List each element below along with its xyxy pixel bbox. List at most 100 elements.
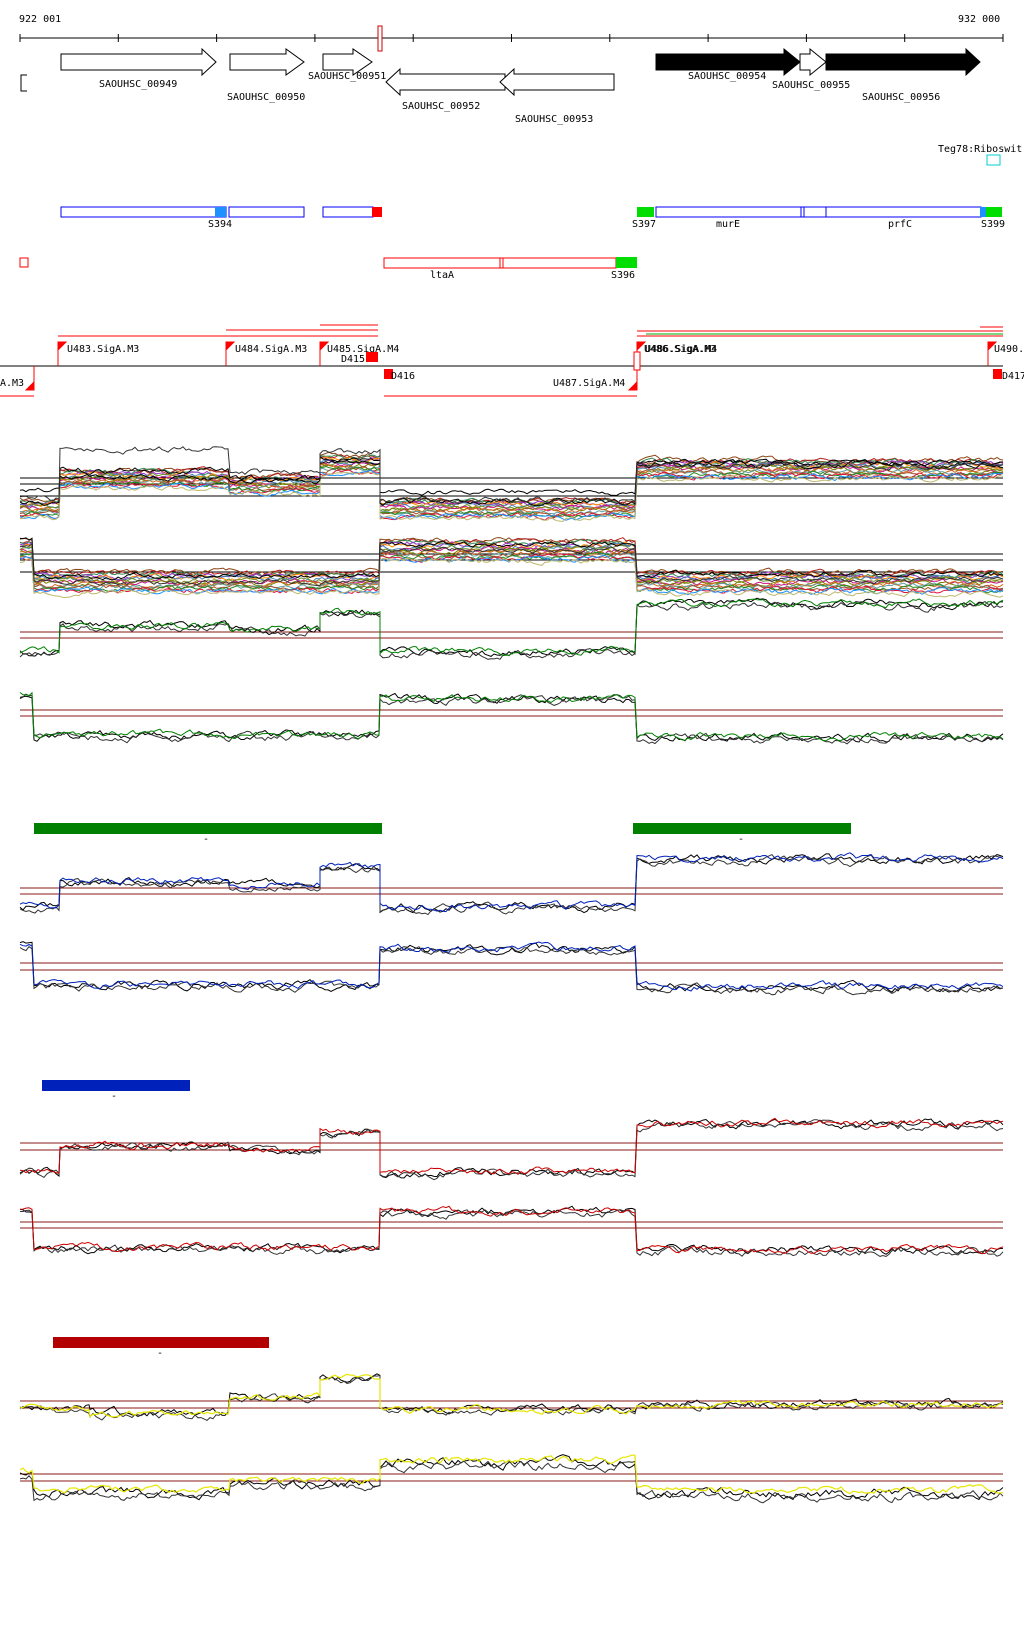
- expression-track-red-plus: [19, 1117, 1004, 1181]
- expression-trace: [19, 1117, 1004, 1175]
- expression-trace: [19, 1373, 1004, 1418]
- segment-plus-murE-prfC[interactable]: [655, 206, 982, 218]
- legend-tick-green-2: -: [738, 834, 744, 845]
- promoter-marker-u484[interactable]: [225, 341, 236, 366]
- gene-arrow-00955[interactable]: [799, 47, 827, 77]
- segment-label-ltaA: ltaA: [430, 270, 454, 281]
- expression-trace: [19, 549, 1004, 591]
- expression-track-yellow-minus: [19, 1454, 1004, 1504]
- terminator-marker-d417[interactable]: [993, 369, 1002, 379]
- expression-trace: [19, 557, 1004, 599]
- promoter-label-u485: U485.SigA.M4: [327, 344, 399, 355]
- segment-start-green-s399[interactable]: [986, 207, 1002, 217]
- expression-trace: [19, 941, 1004, 992]
- expression-trace: [19, 1205, 1004, 1254]
- promoter-label-u487: U487.SigA.M4: [553, 378, 625, 389]
- expression-track-green-plus: [19, 597, 1004, 660]
- expression-trace: [19, 551, 1004, 594]
- gene-label-00956: SAOUHSC_00956: [862, 92, 940, 103]
- expression-track-blue-minus: [19, 941, 1004, 996]
- ruler-end-label: 932 000: [958, 14, 1000, 25]
- gene-arrow-00956[interactable]: [825, 47, 981, 77]
- expression-track-multi-minus: [19, 537, 1004, 599]
- gene-label-00953: SAOUHSC_00953: [515, 114, 593, 125]
- expression-trace: [19, 1119, 1004, 1181]
- segment-start-green-s397[interactable]: [637, 207, 654, 217]
- segment-label-s399: S399: [981, 219, 1005, 230]
- segment-plus-2[interactable]: [228, 206, 305, 218]
- expression-trace: [19, 597, 1004, 657]
- segment-label-s397: S397: [632, 219, 656, 230]
- gene-arrow-00949[interactable]: [60, 47, 217, 77]
- expression-trace: [19, 1205, 1004, 1255]
- expression-trace: [19, 600, 1004, 660]
- promoter-marker-minus-left[interactable]: [24, 366, 35, 391]
- expression-trace: [19, 455, 1004, 507]
- segment-label-s394: S394: [208, 219, 232, 230]
- expression-track-green-minus: [19, 691, 1004, 745]
- segment-track-minus: ltaA S396: [19, 257, 637, 281]
- promoter-marker-u485[interactable]: [319, 341, 330, 366]
- ruler-ticks: [19, 34, 1004, 42]
- terminator-label-d415: D415: [341, 354, 365, 365]
- gene-arrow-00952[interactable]: [385, 67, 506, 97]
- partial-gene-left[interactable]: [20, 74, 27, 92]
- gene-arrow-00950[interactable]: [229, 48, 305, 76]
- gene-track: SAOUHSC_00949 SAOUHSC_00950 SAOUHSC_0095…: [20, 47, 981, 125]
- segment-track-plus: S394 S397 murE prfC S399: [60, 206, 1005, 230]
- gene-label-00955: SAOUHSC_00955: [772, 80, 850, 91]
- expression-trace: [19, 1374, 1004, 1422]
- ruler-start-label: 922 001: [19, 14, 61, 25]
- expression-trace: [19, 471, 1004, 522]
- gene-label-00950: SAOUHSC_00950: [227, 92, 305, 103]
- segment-start-cyan-2[interactable]: [980, 207, 986, 217]
- coordinate-ruler: 922 001 932 000: [19, 14, 1004, 52]
- expression-trace: [20, 542, 1004, 587]
- promoter-label-u484: U484.SigA.M3: [235, 344, 307, 355]
- gene-label-00954: SAOUHSC_00954: [688, 71, 766, 82]
- legend-tick-green-1: -: [203, 834, 209, 845]
- expression-trace: [19, 446, 1004, 505]
- gene-arrow-00954[interactable]: [655, 47, 801, 77]
- gene-label-00951: SAOUHSC_00951: [308, 71, 386, 82]
- terminator-marker-d416[interactable]: [384, 369, 393, 379]
- gene-label-00952: SAOUHSC_00952: [402, 101, 480, 112]
- segment-end-red[interactable]: [372, 207, 382, 217]
- expression-trace: [19, 693, 1004, 745]
- riboswitch-box[interactable]: [986, 154, 1001, 166]
- expression-trace: [20, 1209, 1004, 1258]
- segment-start-cyan[interactable]: [215, 207, 226, 217]
- legend-bar-green-2: [633, 823, 851, 834]
- expression-trace: [19, 945, 1004, 996]
- expression-track-blue-plus: [19, 852, 1004, 916]
- expression-trace: [19, 544, 1004, 585]
- expression-trace: [19, 537, 1004, 581]
- expression-trace: [19, 692, 1004, 743]
- segment-start-green-s396[interactable]: [616, 257, 637, 268]
- terminator-marker-d415[interactable]: [366, 352, 378, 362]
- promoter-track: U483.SigA.M3 U484.SigA.M3 U485.SigA.M4 D…: [0, 324, 1024, 397]
- legend-bar-green-1: [34, 823, 382, 834]
- expression-trace: [19, 1460, 1004, 1504]
- segment-minus-partial[interactable]: [19, 257, 29, 268]
- gene-arrow-00953[interactable]: [499, 67, 615, 97]
- expression-track-yellow-plus: [19, 1373, 1004, 1422]
- promoter-marker-u483[interactable]: [57, 341, 68, 366]
- promoter-label-u486: U486.SigA.M3: [644, 344, 716, 355]
- promoter-label-minus-left: A.M3: [0, 378, 24, 389]
- legend-bar-red: [53, 1337, 269, 1348]
- promoter-marker-u490[interactable]: [987, 341, 998, 366]
- position-cursor[interactable]: [377, 25, 383, 52]
- promoter-marker-u487[interactable]: [627, 366, 638, 391]
- terminator-label-d416: D416: [391, 371, 415, 382]
- gene-arrow-00951[interactable]: [322, 48, 373, 76]
- segment-plus-1[interactable]: [60, 206, 227, 218]
- riboswitch-label: Teg78:Riboswit: [938, 144, 1022, 155]
- segment-label-prfC: prfC: [888, 219, 912, 230]
- legend-tick-blue: -: [111, 1091, 117, 1102]
- segment-plus-3[interactable]: [322, 206, 374, 218]
- terminator-label-d417: D417: [1002, 371, 1024, 382]
- expression-trace: [19, 598, 1004, 657]
- expression-trace: [19, 537, 1004, 576]
